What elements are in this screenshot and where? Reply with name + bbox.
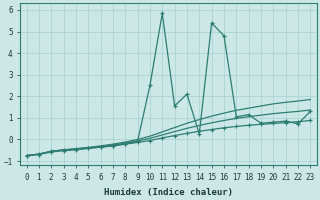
X-axis label: Humidex (Indice chaleur): Humidex (Indice chaleur) bbox=[104, 188, 233, 197]
